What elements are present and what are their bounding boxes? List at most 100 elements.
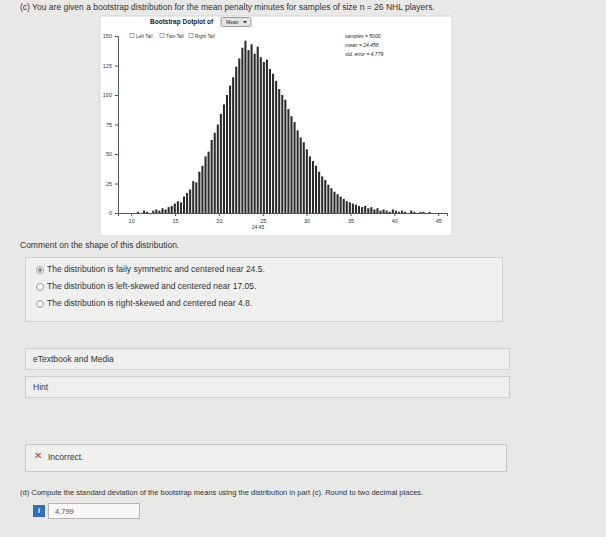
y-tick: 75 <box>106 122 118 128</box>
bar <box>244 41 246 213</box>
option-text[interactable]: The distribution is left-skewed and cent… <box>47 281 256 291</box>
bar <box>232 77 234 213</box>
option-text[interactable]: The distribution is faily symmetric and … <box>47 264 265 274</box>
bar <box>386 211 388 213</box>
bar <box>143 211 145 213</box>
radio[interactable] <box>36 283 44 291</box>
bar <box>137 212 139 213</box>
bar <box>413 212 415 213</box>
bar <box>300 137 302 213</box>
link-box[interactable] <box>25 376 510 398</box>
radio-dot[interactable] <box>38 268 42 272</box>
bar <box>426 213 428 214</box>
bar <box>321 176 323 213</box>
tail-checkbox[interactable]: Right Tail <box>189 34 215 39</box>
bar <box>380 211 382 213</box>
menu-arrow[interactable] <box>243 21 247 24</box>
bar <box>303 142 305 213</box>
x-tick-mark <box>175 213 176 216</box>
x-tick-mark <box>219 213 220 216</box>
bar <box>315 166 317 213</box>
checkbox[interactable] <box>130 34 134 38</box>
bar <box>355 205 357 213</box>
bar <box>389 212 391 213</box>
bar <box>235 67 237 213</box>
y-tick-mark <box>115 66 118 67</box>
link-text[interactable]: Hint <box>33 382 48 392</box>
bar <box>392 209 394 213</box>
bar <box>177 201 179 213</box>
x-tick-label: 25 <box>260 218 266 224</box>
tail-checkbox[interactable]: Two-Tail <box>160 34 184 39</box>
bar <box>281 95 283 213</box>
bar <box>432 213 434 214</box>
bar <box>275 81 277 213</box>
y-tick-label: 100 <box>103 92 112 98</box>
checkbox-label[interactable]: Left Tail <box>136 34 152 39</box>
bars <box>137 41 431 213</box>
bar <box>340 196 342 213</box>
checkbox[interactable] <box>160 34 164 38</box>
bar <box>352 204 354 213</box>
chart-panel <box>100 16 452 236</box>
bar <box>407 213 409 214</box>
bar <box>376 208 378 213</box>
y-tick-mark <box>115 95 118 96</box>
bar <box>263 62 265 213</box>
bar <box>367 208 369 213</box>
x-tick-label: 10 <box>129 218 135 224</box>
y-tick: 0 <box>109 210 118 216</box>
option-text[interactable]: The distribution is right-skewed and cen… <box>47 298 252 308</box>
stat-text: std. error = 4.779 <box>345 51 383 57</box>
bar <box>395 211 397 213</box>
info-icon[interactable]: i <box>33 505 45 517</box>
statistic-marker-label: 24.45 <box>252 224 265 230</box>
bar <box>192 181 194 213</box>
bar <box>155 209 157 213</box>
prompt-text: Comment on the shape of this distributio… <box>20 240 179 250</box>
bar <box>201 166 203 213</box>
x-axis-line <box>119 214 448 217</box>
x-tick: 30 <box>304 213 310 224</box>
bar <box>140 213 142 214</box>
bar <box>290 116 292 213</box>
checkbox-label[interactable]: Right Tail <box>195 34 215 39</box>
x-axis: 1015202530354045 <box>119 213 448 224</box>
y-tick-label: 125 <box>103 63 112 69</box>
radio[interactable] <box>36 300 44 308</box>
bar <box>404 212 406 213</box>
bar <box>183 196 185 213</box>
bar <box>297 130 299 213</box>
bar <box>346 201 348 213</box>
bar <box>229 86 231 213</box>
bar <box>373 209 375 213</box>
bar <box>349 202 351 213</box>
bar <box>364 206 366 213</box>
bar <box>269 69 271 213</box>
bar <box>171 206 173 213</box>
tail-checkbox[interactable]: Left Tail <box>130 34 152 39</box>
link-text[interactable]: eTextbook and Media <box>33 354 114 364</box>
menu-label[interactable]: Mean <box>226 19 239 25</box>
bar <box>312 161 314 213</box>
checkbox[interactable] <box>189 34 193 38</box>
feedback-box <box>25 444 507 472</box>
bar <box>251 44 253 213</box>
bar <box>226 95 228 213</box>
menu-box[interactable] <box>221 18 251 27</box>
statistic-menu[interactable]: Mean <box>221 18 251 27</box>
y-tick: 50 <box>106 151 118 157</box>
bar <box>324 180 326 213</box>
x-tick-label: 35 <box>348 218 354 224</box>
answer-input[interactable]: 4.799 <box>48 503 140 519</box>
x-tick-mark <box>394 213 395 216</box>
x-tick-label: 15 <box>172 218 178 224</box>
question-text: (c) You are given a bootstrap distributi… <box>20 2 435 12</box>
bar <box>306 149 308 213</box>
bar <box>419 212 421 213</box>
checkbox-label[interactable]: Two-Tail <box>166 34 184 39</box>
x-tick: 45 <box>436 213 442 224</box>
bar <box>422 212 424 213</box>
y-tick-label: 75 <box>106 122 112 128</box>
radio[interactable] <box>36 266 44 274</box>
